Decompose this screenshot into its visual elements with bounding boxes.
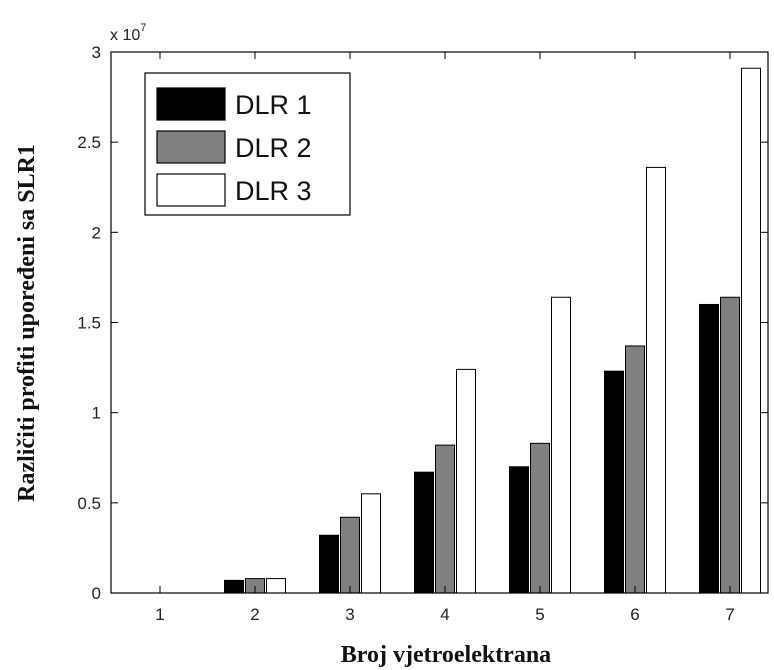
bar-dlr-3-cat-3 xyxy=(361,493,381,594)
bar-dlr-3-cat-2 xyxy=(266,578,286,594)
legend-label: DLR 2 xyxy=(235,133,312,163)
bar-dlr-2-cat-5 xyxy=(530,442,550,594)
legend-label: DLR 1 xyxy=(235,90,312,120)
bar-dlr-1-cat-7 xyxy=(699,303,719,594)
x-axis-title: Broj vjetroelektrana xyxy=(341,642,551,668)
y-tick-label: 2.5 xyxy=(77,133,101,152)
legend-swatch-dlr-3 xyxy=(156,173,226,207)
legend-label: DLR 3 xyxy=(235,176,312,206)
y-tick-label: 2 xyxy=(92,223,101,242)
legend-swatch-dlr-1 xyxy=(156,87,226,121)
bar-dlr-2-cat-7 xyxy=(720,296,740,594)
bar-dlr-3-cat-5 xyxy=(551,296,571,594)
x-tick-label: 2 xyxy=(250,605,259,624)
y-exponent-label: x 107 xyxy=(110,22,146,44)
y-tick-label: 3 xyxy=(92,43,101,62)
legend-swatch-dlr-2 xyxy=(156,130,226,164)
bar-dlr-1-cat-5 xyxy=(509,466,529,594)
x-tick-label: 6 xyxy=(630,605,639,624)
bar-dlr-2-cat-4 xyxy=(435,444,455,594)
y-tick-label: 0.5 xyxy=(77,494,101,513)
x-tick-label: 1 xyxy=(155,605,164,624)
y-tick-label: 1 xyxy=(92,404,101,423)
bar-dlr-3-cat-7 xyxy=(741,67,761,594)
bar-dlr-3-cat-6 xyxy=(646,166,666,594)
bar-dlr-1-cat-4 xyxy=(414,471,434,594)
x-tick-label: 5 xyxy=(535,605,544,624)
x-tick-label: 3 xyxy=(345,605,354,624)
x-tick-label: 7 xyxy=(725,605,734,624)
bar-dlr-2-cat-6 xyxy=(625,345,645,594)
x-tick-label: 4 xyxy=(440,605,449,624)
bar-dlr-1-cat-3 xyxy=(319,534,339,594)
y-tick-label: 1.5 xyxy=(77,314,101,333)
bar-dlr-1-cat-2 xyxy=(224,579,244,594)
y-tick-label: 0 xyxy=(92,584,101,603)
y-axis-title: Različiti profiti upoređeni sa SLR1 xyxy=(14,144,40,502)
bar-dlr-2-cat-3 xyxy=(340,516,360,594)
bar-dlr-1-cat-6 xyxy=(604,370,624,594)
bar-dlr-3-cat-4 xyxy=(456,368,476,594)
